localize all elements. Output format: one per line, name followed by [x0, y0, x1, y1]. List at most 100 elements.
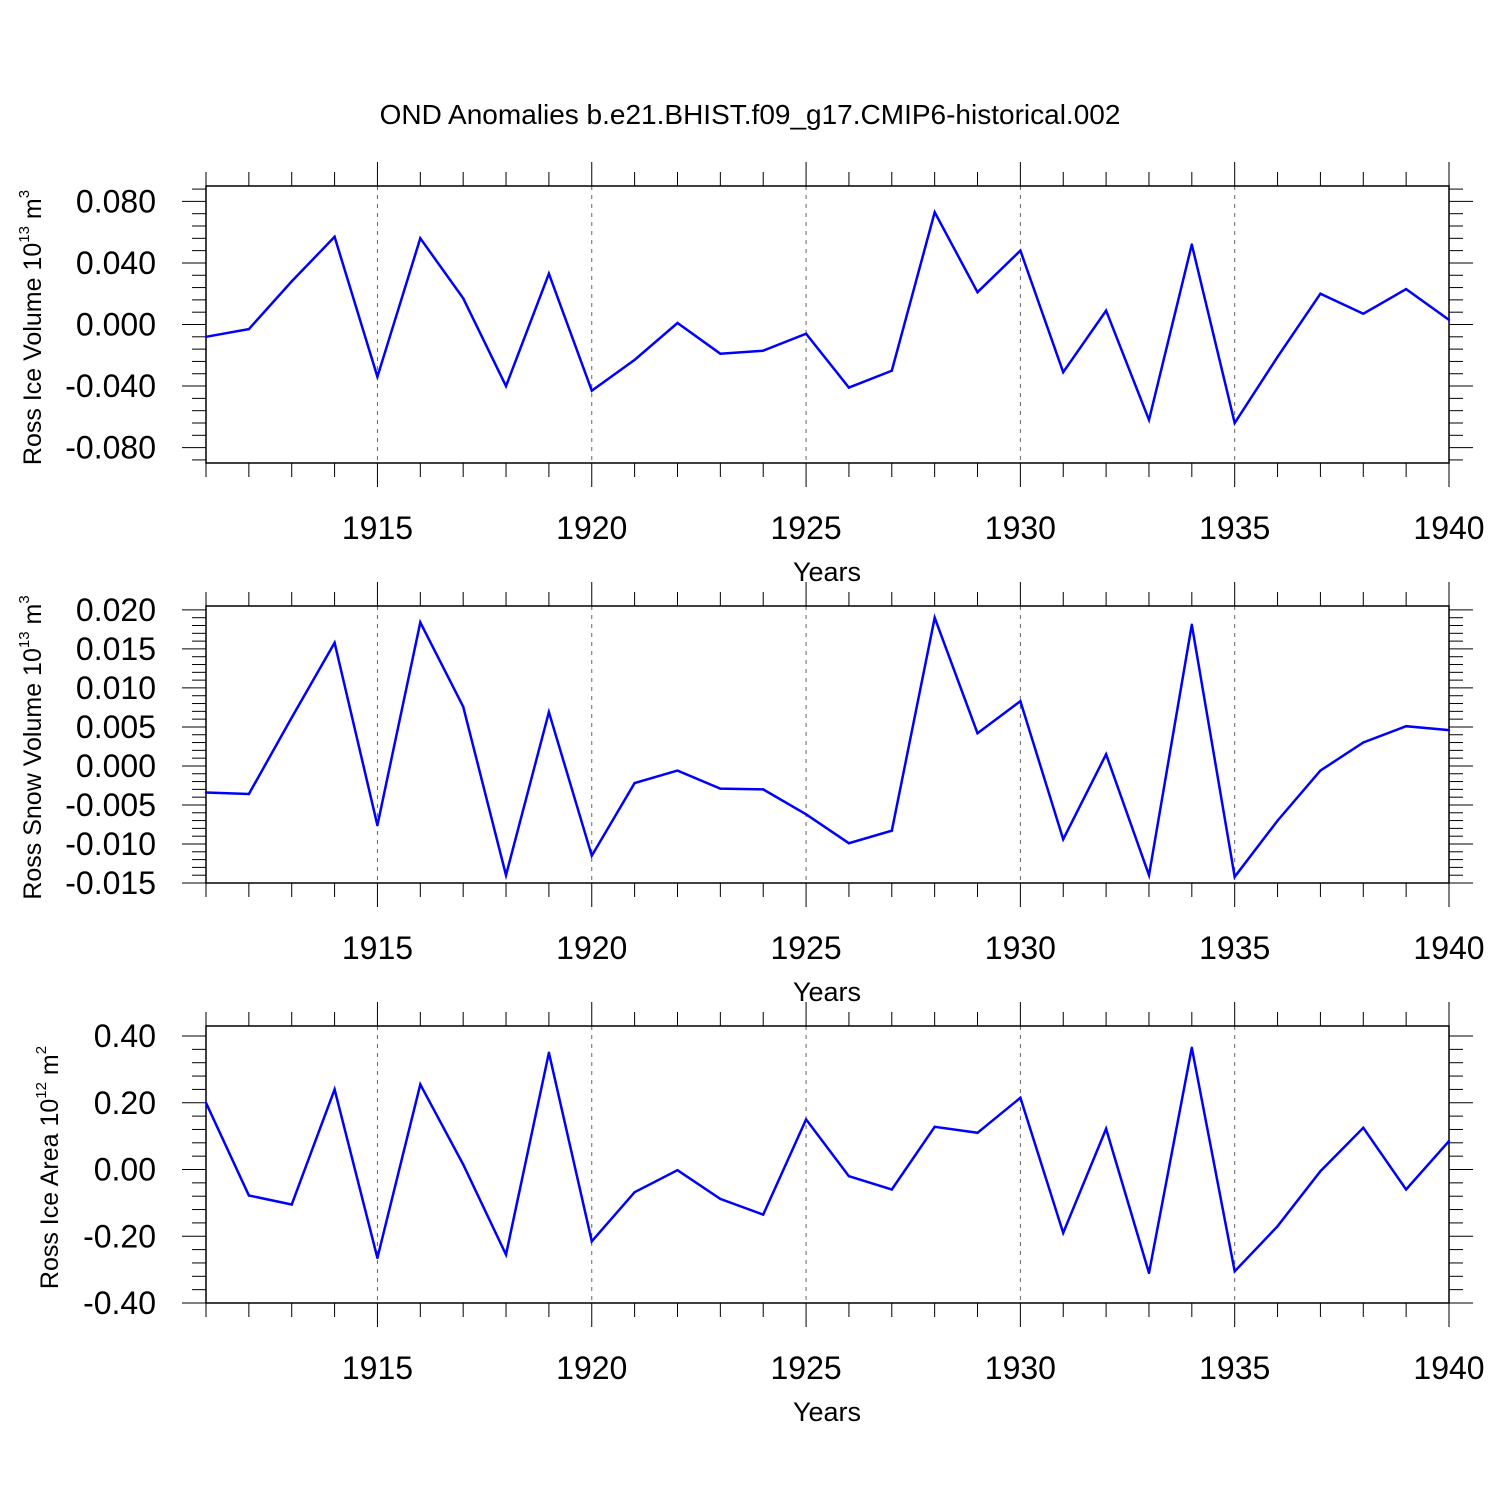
- ross-ice-volume-point-1918: [504, 384, 508, 388]
- ross-ice-area-ytick-label-3: 0.20: [94, 1085, 156, 1121]
- ross-ice-area-ylabel-unit-exp: 2: [33, 1046, 50, 1054]
- ross-ice-area-xtick-label-1920: 1920: [556, 1350, 627, 1386]
- ross-snow-volume-ylabel-unit-exp: 3: [16, 595, 33, 603]
- ross-ice-area-point-1930: [1019, 1096, 1022, 1099]
- ross-snow-volume-point-1930: [1019, 699, 1022, 703]
- ross-ice-area-point-1937: [1319, 1169, 1322, 1173]
- ross-ice-area-point-1929: [976, 1131, 979, 1134]
- ross-ice-volume-ytick-label-0: -0.080: [65, 430, 156, 466]
- ross-ice-volume-xtick-label-1935: 1935: [1199, 510, 1270, 546]
- ross-ice-area-xtick-label-1935: 1935: [1199, 1350, 1270, 1386]
- ross-snow-volume-xlabel: Years: [793, 977, 861, 1007]
- ross-snow-volume-point-1913: [290, 716, 293, 719]
- ross-snow-volume-point-1928: [933, 616, 936, 619]
- ross-ice-area-ytick-label-4: 0.40: [94, 1018, 156, 1054]
- ross-ice-volume-point-1914: [333, 235, 336, 238]
- ross-ice-volume-ylabel-unit-exp: 3: [16, 190, 33, 198]
- ross-ice-area-ylabel-unit: m: [36, 1054, 64, 1082]
- ross-snow-volume-point-1917: [461, 705, 465, 708]
- ross-ice-area-point-1925: [804, 1118, 808, 1121]
- ross-snow-volume-point-1922: [676, 769, 679, 772]
- ross-ice-area-point-1931: [1062, 1231, 1065, 1235]
- ross-ice-volume-point-1936: [1276, 355, 1279, 359]
- ross-ice-area-ylabel-exp: 12: [33, 1082, 50, 1099]
- ross-ice-area-plot-frame: [205, 1025, 1450, 1304]
- ross-snow-volume-point-1915: [376, 824, 379, 827]
- ross-snow-volume-ytick-label-1: -0.010: [65, 826, 156, 862]
- ross-ice-area-point-1914: [333, 1088, 336, 1091]
- ross-ice-volume-point-1934: [1190, 243, 1194, 246]
- ross-ice-volume-ytick-label-3: 0.040: [76, 245, 156, 281]
- ross-snow-volume-xtick-label-1935: 1935: [1199, 930, 1270, 966]
- ross-snow-volume-point-1914: [333, 641, 336, 644]
- ross-ice-volume-point-1935: [1233, 421, 1236, 425]
- ross-ice-volume-point-1913: [290, 280, 293, 283]
- ross-ice-area-xtick-label-1925: 1925: [770, 1350, 841, 1386]
- ross-ice-area-point-1919: [547, 1051, 551, 1054]
- ross-ice-volume-point-1930: [1019, 249, 1022, 252]
- figure-title: OND Anomalies b.e21.BHIST.f09_g17.CMIP6-…: [380, 99, 1121, 130]
- ross-ice-area-ytick-label-0: -0.40: [83, 1285, 156, 1321]
- ross-ice-volume-panel: 1915 1920 1925 1930 1935 1940 Years -0.080 -0.04…: [16, 162, 1485, 587]
- ross-ice-area-ylabel-main: Ross Ice Area 10: [36, 1099, 64, 1289]
- ross-snow-volume-point-1931: [1062, 838, 1065, 841]
- ross-ice-volume-xlabel: Years: [793, 557, 861, 587]
- ross-ice-volume-point-1921: [633, 358, 636, 362]
- ross-ice-volume-ylabel-unit: m: [19, 198, 47, 226]
- ross-ice-area-ytick-label-1: -0.20: [83, 1218, 156, 1254]
- ross-ice-area-panel: 1915 1920 1925 1930 1935 1940 Years -0.40 -0.20 0…: [33, 1002, 1485, 1427]
- ross-snow-volume-xtick-label-1920: 1920: [556, 930, 627, 966]
- ross-ice-volume-point-1912: [247, 327, 251, 331]
- ross-ice-volume-point-1933: [1147, 418, 1151, 422]
- ross-ice-volume-point-1938: [1362, 312, 1365, 315]
- ross-ice-area-point-1940: [1447, 1139, 1451, 1143]
- ross-ice-volume-point-1925: [804, 332, 808, 335]
- ross-snow-volume-point-1936: [1276, 819, 1279, 822]
- ross-ice-volume-xtick-label-1915: 1915: [342, 510, 413, 546]
- ross-ice-volume-point-1939: [1404, 287, 1408, 291]
- ross-snow-volume-ytick-label-3: 0.000: [76, 748, 156, 784]
- ross-ice-volume-point-1924: [762, 349, 765, 352]
- ross-ice-volume-point-1916: [419, 237, 422, 240]
- ross-ice-area-ytick-label-2: 0.00: [94, 1152, 156, 1188]
- ross-ice-area-point-1913: [290, 1203, 293, 1206]
- ross-ice-area-point-1928: [933, 1125, 936, 1128]
- ross-ice-volume-xtick-label-1930: 1930: [985, 510, 1056, 546]
- ross-snow-volume-point-1920: [590, 854, 593, 857]
- ross-ice-volume-point-1922: [676, 321, 679, 325]
- ross-ice-volume-point-1929: [976, 290, 979, 294]
- ross-ice-area-point-1924: [762, 1213, 765, 1216]
- ross-snow-volume-xtick-label-1930: 1930: [985, 930, 1056, 966]
- ross-snow-volume-xtick-label-1915: 1915: [342, 930, 413, 966]
- ross-snow-volume-point-1927: [890, 829, 893, 832]
- ross-snow-volume-ylabel-main: Ross Snow Volume 10: [19, 648, 47, 900]
- ross-ice-volume-series-line: [205, 208, 1450, 427]
- ross-snow-volume-point-1934: [1190, 623, 1194, 626]
- ross-ice-volume-point-1915: [376, 375, 379, 379]
- ross-ice-volume-point-1940: [1447, 318, 1451, 322]
- ross-ice-area-point-1920: [590, 1240, 593, 1243]
- ross-ice-area-point-1912: [247, 1194, 251, 1197]
- ross-snow-volume-point-1923: [719, 787, 722, 790]
- ross-ice-area-point-1911: [204, 1101, 208, 1104]
- ross-ice-area-point-1939: [1404, 1188, 1408, 1191]
- ross-snow-volume-point-1940: [1447, 728, 1451, 732]
- ross-ice-area-point-1938: [1362, 1126, 1365, 1129]
- ross-snow-volume-point-1912: [247, 792, 251, 796]
- ross-ice-area-point-1936: [1276, 1225, 1279, 1228]
- ross-snow-volume-point-1935: [1233, 875, 1236, 878]
- ross-snow-volume-ytick-label-5: 0.010: [76, 670, 156, 706]
- ross-snow-volume-ylabel-unit: m: [19, 604, 47, 632]
- ross-ice-volume-point-1926: [847, 386, 851, 389]
- ross-ice-volume-point-1932: [1104, 309, 1108, 312]
- ross-ice-volume-ylabel-exp: 13: [16, 226, 33, 243]
- ross-ice-volume-ylabel: Ross Ice Volume 1013 m3: [16, 190, 47, 465]
- ross-snow-volume-xtick-label-1940: 1940: [1413, 930, 1484, 966]
- ross-snow-volume-ytick-label-2: -0.005: [65, 787, 156, 823]
- ross-ice-area-point-1934: [1190, 1046, 1194, 1049]
- ross-ice-area-point-1935: [1233, 1270, 1236, 1273]
- ross-snow-volume-ylabel: Ross Snow Volume 1013 m3: [16, 595, 47, 899]
- ross-ice-volume-point-1931: [1062, 371, 1065, 374]
- ross-ice-area-point-1923: [719, 1197, 722, 1201]
- ross-ice-volume-point-1911: [204, 335, 208, 339]
